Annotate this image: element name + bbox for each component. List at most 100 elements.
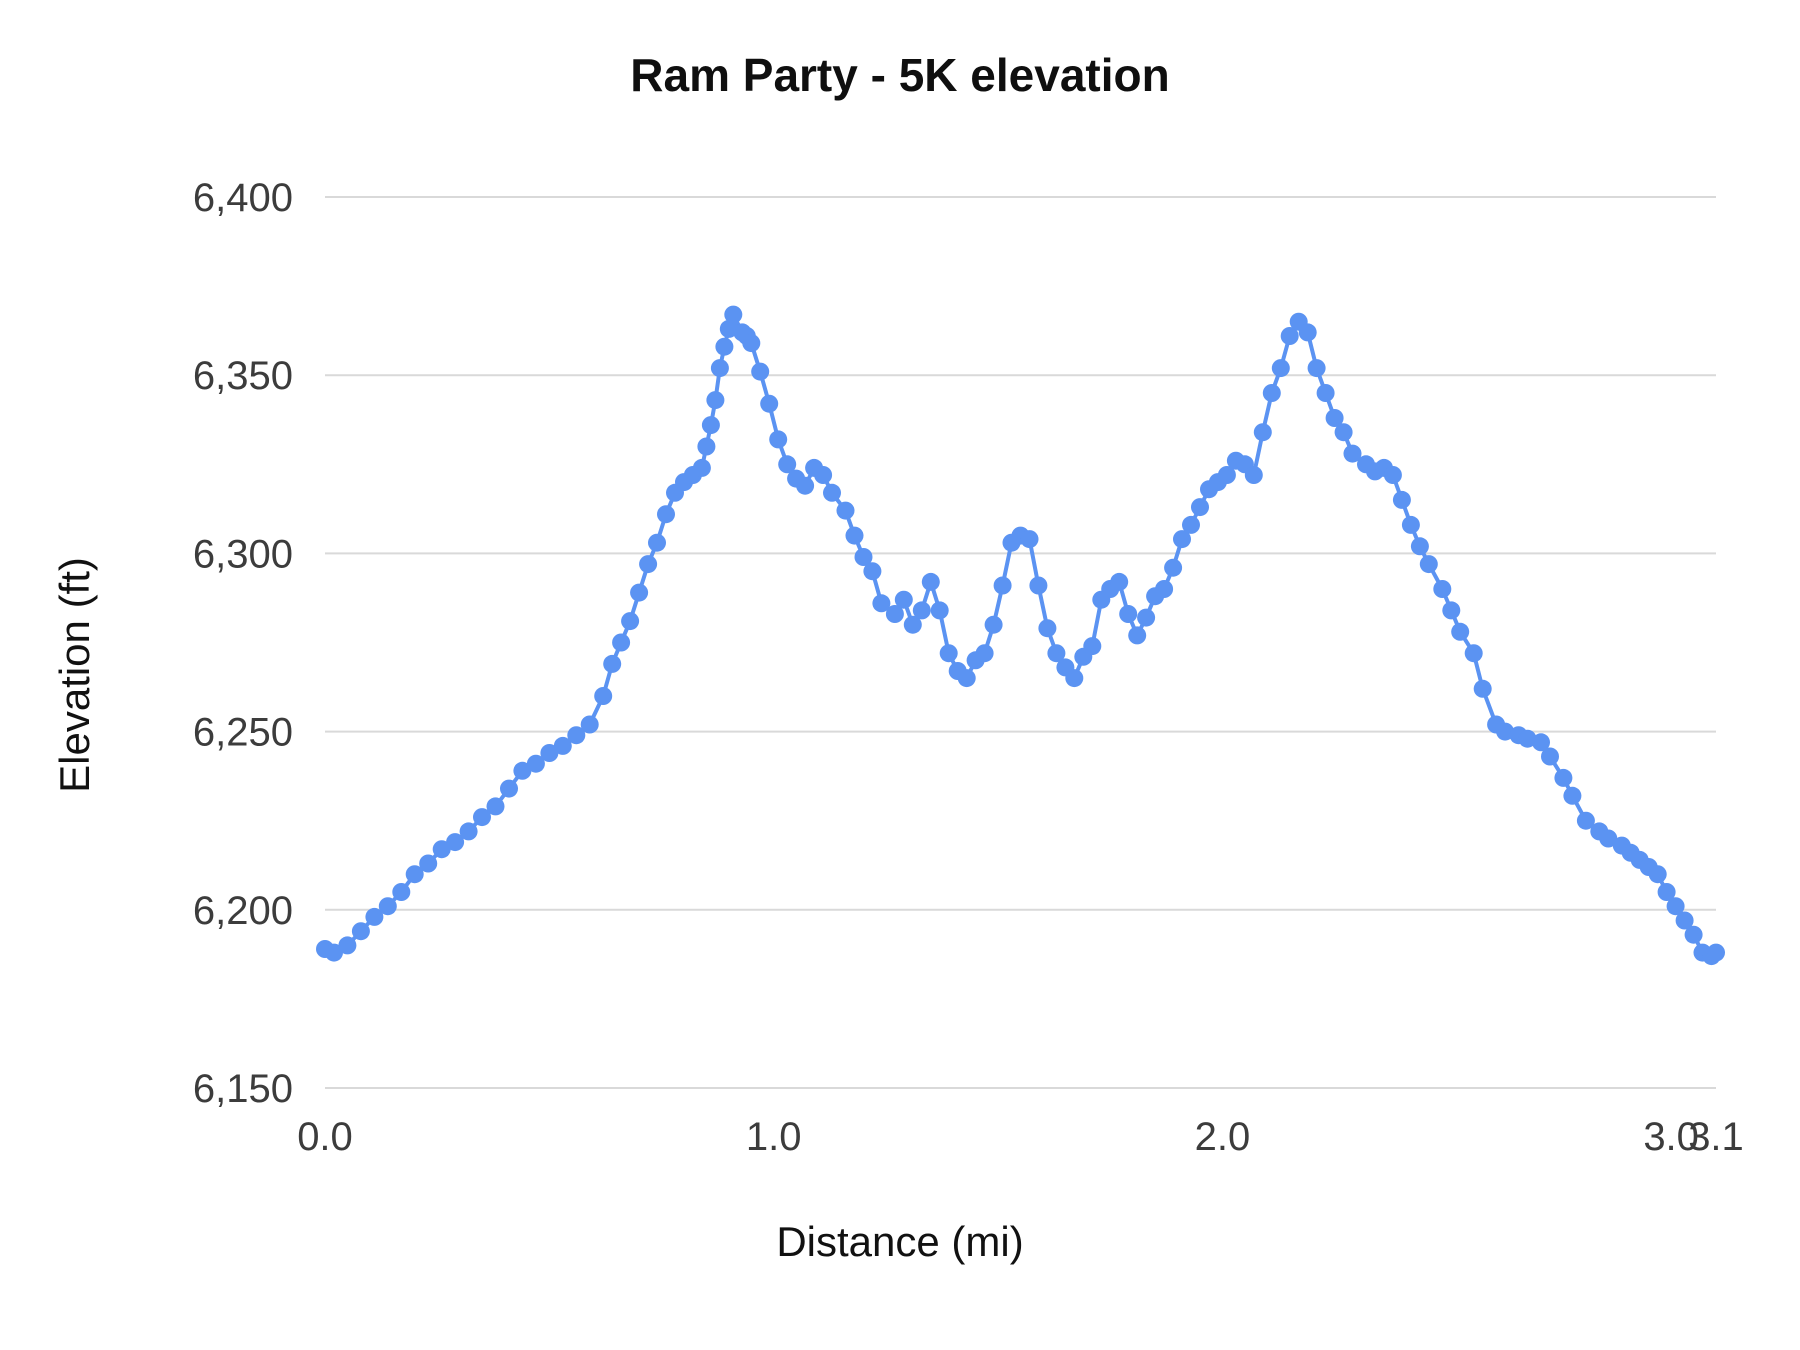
data-point (513, 761, 532, 780)
data-point (1083, 637, 1102, 656)
data-point (697, 437, 716, 456)
y-tick-label: 6,250 (193, 711, 293, 755)
data-point (473, 808, 491, 827)
data-point (351, 922, 370, 941)
y-tick-label: 6,400 (193, 176, 293, 220)
data-point (715, 337, 734, 356)
data-point (1451, 622, 1470, 641)
data-point (338, 936, 357, 955)
data-point (1473, 679, 1492, 698)
data-point (701, 416, 720, 435)
data-point (1020, 530, 1039, 549)
data-point (921, 572, 940, 591)
data-point (984, 615, 1003, 634)
data-point (1334, 423, 1353, 442)
data-point (1029, 576, 1048, 595)
data-point (1038, 619, 1057, 638)
data-point (1684, 925, 1703, 944)
data-point (1442, 601, 1461, 620)
data-point (1119, 605, 1138, 623)
data-point (930, 601, 949, 620)
data-point (1401, 515, 1420, 534)
data-point (392, 883, 411, 901)
data-point (975, 644, 994, 663)
data-point (778, 455, 797, 474)
data-point (1307, 359, 1326, 378)
data-point (769, 430, 788, 449)
data-point (567, 726, 586, 745)
data-point (1496, 722, 1515, 741)
elevation-series-line (323, 312, 1718, 959)
data-point (710, 359, 729, 378)
data-point (836, 501, 855, 520)
data-point (993, 576, 1012, 595)
chart-title: Ram Party - 5K elevation (630, 49, 1170, 101)
y-tick-label: 6,350 (193, 354, 293, 398)
data-point (580, 715, 599, 734)
data-point (1383, 466, 1402, 484)
data-point (657, 505, 675, 524)
data-point (446, 833, 465, 852)
data-point (912, 601, 931, 620)
data-point (863, 562, 882, 581)
data-point (486, 797, 505, 816)
data-point (603, 654, 622, 673)
data-point (432, 840, 451, 859)
data-point (823, 483, 841, 502)
data-point (1137, 608, 1156, 627)
data-point (1419, 555, 1438, 574)
data-point (1298, 323, 1317, 342)
data-point (639, 555, 658, 574)
data-point (1244, 466, 1263, 484)
data-point (1554, 768, 1573, 787)
data-point (1675, 911, 1694, 930)
data-point (1648, 865, 1667, 884)
data-point (378, 897, 397, 916)
y-tick-label: 6,150 (193, 1067, 293, 1111)
data-point (405, 865, 424, 884)
y-tick-label: 6,200 (193, 889, 293, 933)
data-point (1410, 537, 1429, 556)
data-point (706, 391, 725, 410)
data-point (630, 583, 649, 602)
data-point (1253, 423, 1272, 442)
data-point (540, 744, 559, 762)
x-tick-label: 1.0 (746, 1115, 802, 1159)
data-point (1541, 747, 1559, 766)
data-point (1532, 733, 1550, 752)
data-point (1599, 829, 1618, 848)
data-point (1164, 558, 1183, 577)
data-point (419, 854, 438, 873)
data-point (365, 907, 384, 926)
data-point (796, 476, 815, 495)
data-point (1110, 572, 1129, 591)
data-point (894, 590, 913, 609)
data-point (1155, 580, 1174, 598)
data-point (1316, 384, 1335, 402)
data-point (957, 669, 976, 688)
data-point (1280, 327, 1299, 345)
data-point (872, 594, 891, 613)
data-point (1271, 359, 1290, 378)
x-axis-title: Distance (mi) (776, 1218, 1024, 1265)
data-point (526, 754, 545, 773)
data-point (648, 533, 666, 552)
data-point (459, 822, 478, 841)
data-point (553, 736, 572, 755)
x-tick-label: 3.1 (1688, 1115, 1744, 1159)
x-tick-label: 0.0 (297, 1115, 353, 1159)
data-point (325, 943, 343, 962)
data-point (719, 319, 738, 338)
data-point (612, 633, 631, 652)
data-point (1182, 515, 1200, 534)
data-point (500, 779, 518, 798)
data-point (1325, 409, 1344, 427)
data-point (1343, 444, 1362, 463)
data-point (1707, 943, 1725, 962)
data-point (845, 526, 864, 545)
x-tick-label: 2.0 (1195, 1115, 1251, 1159)
data-point (1173, 530, 1191, 549)
data-point (1262, 384, 1281, 402)
data-point (1392, 490, 1411, 509)
